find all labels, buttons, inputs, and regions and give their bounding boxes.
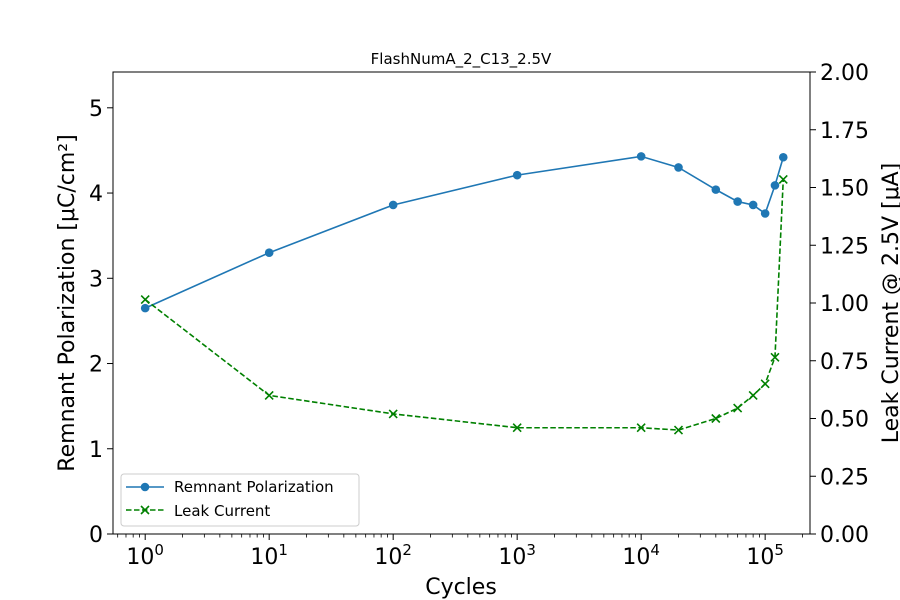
data-point-remnant-polarization [512, 170, 522, 180]
data-point-remnant-polarization [674, 163, 683, 172]
y-tick-label: 2 [89, 353, 103, 378]
x-tick-label: 101 [250, 541, 288, 570]
legend-box [120, 473, 360, 527]
data-point-leak-current [512, 423, 522, 433]
y2-tick-label: 0.00 [820, 523, 869, 548]
legend: Remnant Polarization Leak Current [120, 473, 360, 527]
data-point-remnant-polarization [770, 181, 780, 190]
plot-frame [112, 71, 811, 535]
data-point-leak-current [778, 174, 788, 184]
data-point-remnant-polarization [140, 303, 150, 313]
y2-tick-label: 1.25 [820, 234, 869, 259]
data-point-leak-current [673, 425, 684, 435]
x-tick-label: 102 [374, 541, 412, 570]
data-point-remnant-polarization [760, 209, 770, 218]
y-tick-label: 4 [89, 182, 103, 207]
x-axis-label: Cycles [425, 575, 497, 600]
data-point-leak-current [388, 409, 398, 419]
legend-marker-leak-current [140, 505, 150, 515]
y2-tick-label: 1.50 [820, 177, 869, 202]
y2-tick-label: 1.75 [820, 119, 869, 144]
data-point-leak-current [711, 413, 721, 424]
data-point-leak-current [748, 390, 758, 400]
data-point-leak-current [733, 403, 743, 413]
data-point-remnant-polarization [733, 197, 742, 206]
y2-tick-label: 2.00 [820, 61, 869, 86]
y2-tick-label: 0.75 [820, 350, 869, 375]
y-tick-label: 1 [89, 438, 103, 463]
legend-label-remnant-polarization: Remnant Polarization [174, 478, 334, 496]
legend-marker-remnant-polarization [140, 482, 150, 492]
y-tick-label: 5 [89, 97, 103, 122]
y2-tick-label: 1.00 [820, 292, 869, 317]
x-tick-label: 104 [622, 541, 660, 570]
x-tick-label: 105 [746, 541, 784, 570]
data-point-leak-current [140, 294, 150, 305]
y2-tick-label: 0.25 [820, 465, 869, 490]
y2-axis-label: Leak Current @ 2.5V [μA] [879, 163, 900, 443]
data-point-remnant-polarization [388, 200, 398, 210]
series-line-leak-current [144, 179, 785, 431]
y-axis-label: Remnant Polarization [μC/cm²] [55, 134, 80, 471]
legend-label-leak-current: Leak Current [174, 502, 270, 520]
x-tick-label: 103 [498, 541, 536, 570]
series-layer [140, 152, 788, 435]
data-point-remnant-polarization [636, 152, 646, 161]
ticks-layer: 100 101 102 103 104 105 0 1 2 3 4 5 0.00 0.25 0.50 0.75… [89, 61, 869, 570]
chart-title: FlashNumA_2_C13_2.5V [371, 50, 552, 69]
data-point-leak-current [264, 390, 274, 400]
data-point-leak-current [636, 423, 646, 433]
series-line-remnant-polarization [144, 155, 785, 309]
x-tick-label: 100 [126, 541, 164, 570]
y-tick-label: 3 [89, 267, 103, 292]
data-point-remnant-polarization [711, 185, 721, 194]
data-point-remnant-polarization [748, 200, 758, 210]
y-tick-label: 0 [89, 523, 103, 548]
data-point-leak-current [760, 379, 770, 389]
data-point-remnant-polarization [264, 248, 274, 258]
data-point-remnant-polarization [778, 152, 788, 162]
data-point-leak-current [770, 352, 780, 362]
y2-tick-label: 0.50 [820, 408, 869, 433]
